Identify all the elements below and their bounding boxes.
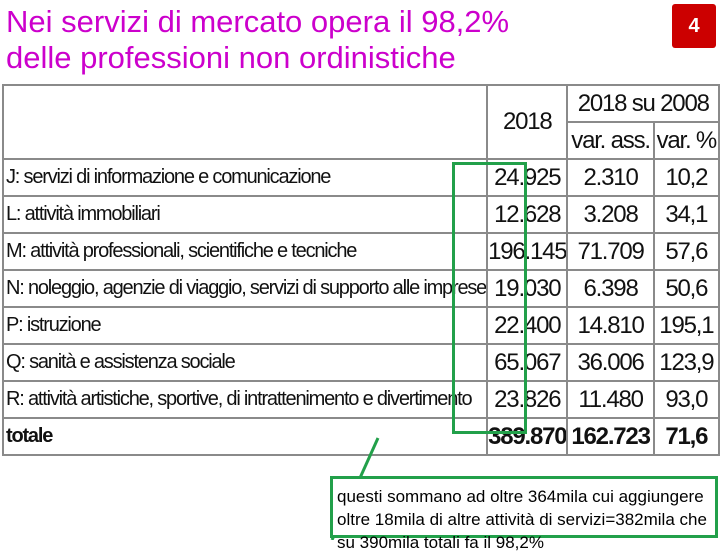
row-label: P: istruzione [1,306,489,345]
title-line-2: delle professioni non ordinistiche [6,40,456,75]
row-label: R: attività artistiche, sportive, di int… [1,380,489,419]
connector-line [330,437,380,540]
table-row: M: attività professionali, scientifiche … [1,232,720,271]
annotation-text: questi sommano ad oltre 364mila cui aggi… [337,487,707,552]
row-value-2018: 23.826 [486,380,569,419]
table-row: Q: sanità e assistenza sociale 65.067 36… [1,343,720,382]
header-empty-cell [1,84,489,160]
row-var-ass: 36.006 [566,343,655,382]
table-row: L: attività immobiliari 12.628 3.208 34,… [1,195,720,234]
row-value-2018: 65.067 [486,343,569,382]
row-var-ass: 11.480 [566,380,655,419]
header-year: 2018 [486,84,569,160]
row-var-ass: 2.310 [566,158,655,197]
title-line-1: Nei servizi di mercato opera il 98,2% [6,4,510,39]
annotation-callout: questi sommano ad oltre 364mila cui aggi… [330,476,718,552]
row-var-pct: 93,0 [652,380,720,419]
row-label: M: attività professionali, scientifiche … [1,232,489,271]
total-row: totale 389.870 162.723 71,6 [1,417,720,456]
header-var-ass: var. ass. [566,121,655,160]
total-var-ass: 162.723 [566,417,655,456]
row-var-pct: 50,6 [652,269,720,308]
data-table: 2018 2018 su 2008 var. ass. var. % J: se… [1,84,720,456]
header-subrow: var. ass. var. % [3,121,720,160]
row-var-pct: 10,2 [652,158,720,197]
header-var-pct: var. % [652,121,720,160]
row-var-ass: 71.709 [566,232,655,271]
row-value-2018: 19.030 [486,269,569,308]
table-row: R: attività artistiche, sportive, di int… [1,380,720,419]
row-var-pct: 195,1 [652,306,720,345]
row-value-2018: 196.145 [486,232,569,271]
row-var-pct: 34,1 [652,195,720,234]
row-var-ass: 3.208 [566,195,655,234]
slide-title: Nei servizi di mercato opera il 98,2% de… [6,4,656,76]
row-label: Q: sanità e assistenza sociale [1,343,489,382]
row-var-ass: 6.398 [566,269,655,308]
row-label: N: noleggio, agenzie di viaggio, servizi… [1,269,489,308]
table-row: P: istruzione 22.400 14.810 195,1 [1,306,720,345]
row-label: L: attività immobiliari [1,195,489,234]
total-value-2018: 389.870 [486,417,569,456]
row-value-2018: 12.628 [486,195,569,234]
total-label: totale [1,417,489,456]
row-var-pct: 123,9 [652,343,720,382]
row-var-ass: 14.810 [566,306,655,345]
total-var-pct: 71,6 [652,417,720,456]
header-group: 2018 su 2008 [566,84,720,123]
row-var-pct: 57,6 [652,232,720,271]
row-value-2018: 22.400 [486,306,569,345]
page-number-badge: 4 [672,4,716,48]
row-label: J: servizi di informazione e comunicazio… [1,158,489,197]
header-row: 2018 2018 su 2008 [1,84,720,160]
table-row: N: noleggio, agenzie di viaggio, servizi… [1,269,720,308]
